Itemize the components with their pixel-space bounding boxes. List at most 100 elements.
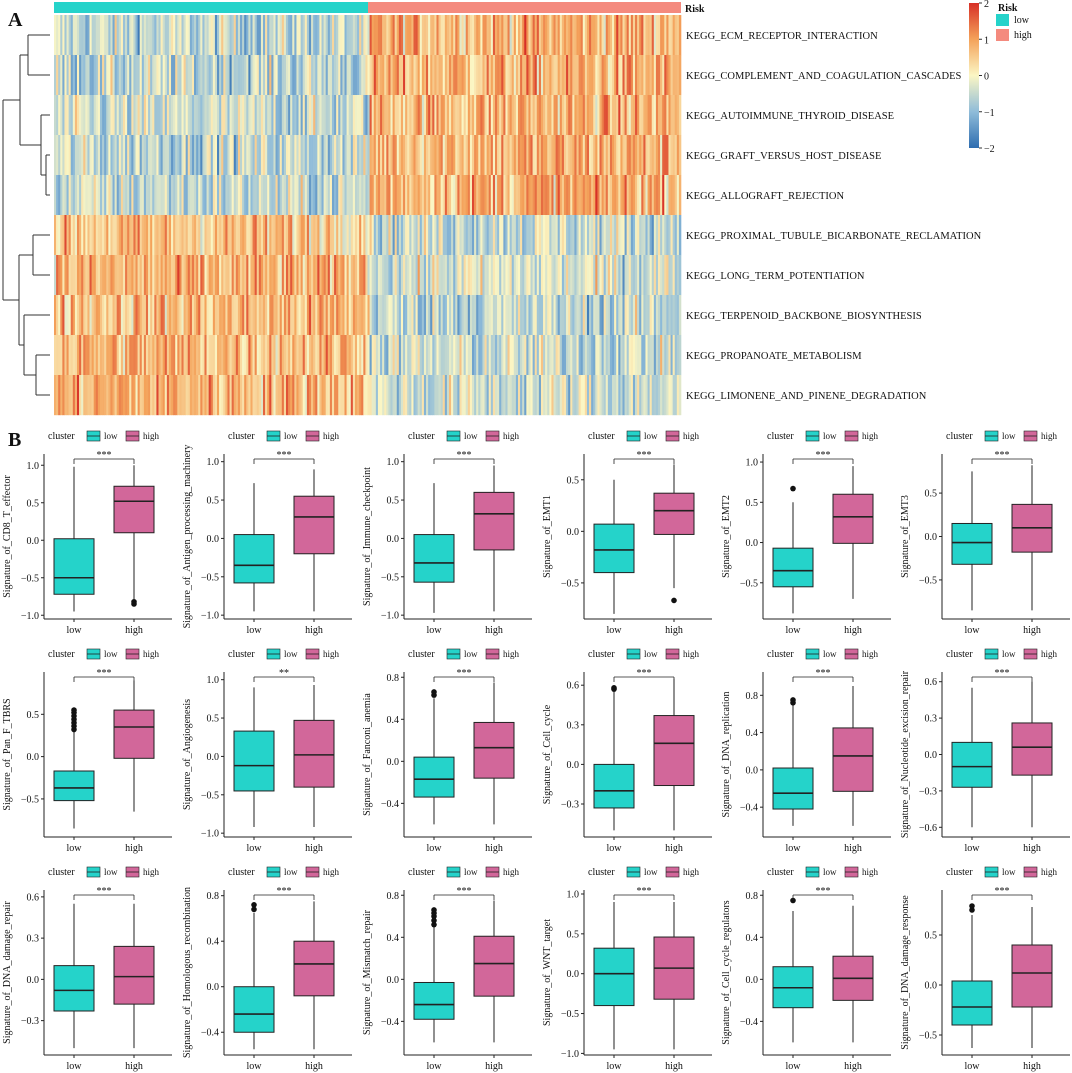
- legend-label-high: high: [1041, 867, 1058, 877]
- low-outlier: [790, 897, 796, 904]
- legend-label-low: low: [284, 431, 298, 441]
- low-box: [413, 534, 455, 583]
- low-box: [413, 981, 455, 1020]
- boxplot-panel: cluster low high 1.0 0.5 0.0 −0.5 −1.0 Signature…: [362, 430, 532, 636]
- risk-legend-swatch-high: [996, 29, 1009, 41]
- y-tick-label: 1.0: [567, 890, 580, 901]
- x-tick-label: high: [1023, 1061, 1041, 1072]
- x-tick-label: low: [786, 625, 802, 636]
- high-box: [653, 492, 695, 535]
- y-tick-label: −0.5: [561, 578, 579, 589]
- y-tick-label: −0.5: [561, 1009, 579, 1020]
- x-tick-label: high: [305, 625, 323, 636]
- panel-a-label: A: [8, 9, 23, 31]
- low-outlier: [431, 907, 437, 913]
- y-tick-label: 0.0: [567, 527, 580, 538]
- y-tick-label: 0.0: [207, 752, 220, 763]
- significance-label: ***: [637, 450, 652, 461]
- x-tick-label: low: [965, 1061, 981, 1072]
- risk-bar-high: [368, 2, 681, 13]
- y-tick-label: 0.0: [567, 969, 580, 980]
- y-tick-label: −0.4: [381, 1017, 399, 1028]
- color-scale-tick-label: 2: [984, 0, 989, 10]
- y-tick-label: 0.3: [27, 934, 40, 945]
- legend-title: cluster: [408, 867, 435, 878]
- risk-legend-title: Risk: [998, 3, 1018, 14]
- x-tick-label: high: [485, 843, 503, 854]
- low-box: [233, 534, 275, 584]
- y-tick-label: −1.0: [201, 611, 219, 622]
- significance-label: ***: [816, 668, 831, 679]
- y-tick-label: −0.4: [381, 799, 399, 810]
- x-tick-label: high: [125, 625, 143, 636]
- y-tick-label: 0.4: [207, 937, 220, 948]
- y-tick-label: 0.5: [27, 710, 40, 721]
- boxplot-panel: cluster low high 0.6 0.3 0.0 −0.3 Signature_of_…: [2, 866, 172, 1072]
- x-tick-label: high: [485, 1061, 503, 1072]
- heatmap-row-label: KEGG_TERPENOID_BACKBONE_BIOSYNTHESIS: [686, 311, 922, 322]
- x-tick-label: high: [305, 1061, 323, 1072]
- high-box: [293, 940, 335, 997]
- low-outlier: [431, 689, 437, 695]
- low-outlier: [431, 917, 437, 924]
- y-tick-label: 0.3: [925, 714, 938, 725]
- y-tick-label: −0.6: [919, 823, 937, 834]
- y-tick-label: 0.8: [746, 891, 759, 902]
- y-tick-label: 0.0: [746, 765, 759, 776]
- y-tick-label: 0.8: [207, 891, 220, 902]
- y-tick-label: 0.0: [27, 975, 40, 986]
- x-tick-label: low: [247, 843, 263, 854]
- x-tick-label: low: [607, 843, 623, 854]
- y-tick-label: 0.5: [27, 498, 40, 509]
- y-tick-label: 0.6: [925, 677, 938, 688]
- y-tick-label: 0.4: [387, 715, 400, 726]
- low-box: [772, 547, 814, 588]
- boxplot-panel: cluster low high 0.6 0.3 0.0 −0.3 −0.6 Signature…: [900, 648, 1070, 854]
- legend-label-high: high: [862, 431, 879, 441]
- y-tick-label: −1.0: [381, 611, 399, 622]
- y-tick-label: 1.0: [387, 457, 400, 468]
- color-scale-bar: [969, 3, 979, 148]
- boxplot-panel: cluster low high 1.0 0.5 0.0 −0.5 −1.0 Signature…: [2, 430, 172, 636]
- x-tick-label: low: [786, 1061, 802, 1072]
- legend-title: cluster: [228, 431, 255, 442]
- y-axis-label: Signature_of_Cell_cycle_regulators: [721, 900, 732, 1045]
- boxplot-grid: cluster low high 1.0 0.5 0.0 −0.5 −1.0 Signature…: [2, 430, 1070, 1072]
- color-scale-tick-label: 1: [984, 35, 989, 46]
- legend-title: cluster: [767, 867, 794, 878]
- legend-label-high: high: [862, 867, 879, 877]
- legend-label-high: high: [323, 431, 340, 441]
- legend-label-low: low: [284, 649, 298, 659]
- legend-label-high: high: [143, 431, 160, 441]
- legend-title: cluster: [946, 431, 973, 442]
- heatmap-row: [54, 135, 682, 176]
- high-outlier: [671, 597, 677, 604]
- legend-label-low: low: [823, 431, 837, 441]
- y-tick-label: 0.5: [746, 498, 759, 509]
- y-tick-label: −1.0: [201, 829, 219, 840]
- y-axis-label: Signature_of_Cell_cycle: [542, 704, 553, 804]
- y-tick-label: −0.5: [381, 572, 399, 583]
- y-axis-label: Signature_of_EMT2: [721, 495, 732, 578]
- legend-label-low: low: [464, 431, 478, 441]
- legend-title: cluster: [48, 867, 75, 878]
- y-tick-label: 0.0: [925, 750, 938, 761]
- heatmap-row: [54, 375, 682, 416]
- significance-label: ***: [816, 886, 831, 897]
- significance-label: ***: [457, 450, 472, 461]
- y-tick-label: 0.5: [567, 929, 580, 940]
- color-scale-tick-label: 0: [984, 72, 989, 83]
- low-box: [413, 756, 455, 798]
- high-box: [832, 493, 874, 544]
- y-tick-label: 0.5: [567, 475, 580, 486]
- high-box: [113, 709, 155, 759]
- y-tick-label: 0.5: [207, 496, 220, 507]
- boxplot-panel: cluster low high 0.5 0.0 −0.5 Signature_of_EMT…: [900, 430, 1070, 636]
- high-box: [653, 715, 695, 787]
- heatmap-row-label: KEGG_GRAFT_VERSUS_HOST_DISEASE: [686, 151, 881, 162]
- boxplot-panel: cluster low high 0.8 0.4 0.0 −0.4 Signature_of_…: [362, 648, 532, 854]
- legend-title: cluster: [48, 649, 75, 660]
- legend-label-low: low: [1002, 649, 1016, 659]
- y-axis-label: Signature_of_Nucleotide_excision_repair: [900, 670, 911, 838]
- y-tick-label: −0.5: [21, 573, 39, 584]
